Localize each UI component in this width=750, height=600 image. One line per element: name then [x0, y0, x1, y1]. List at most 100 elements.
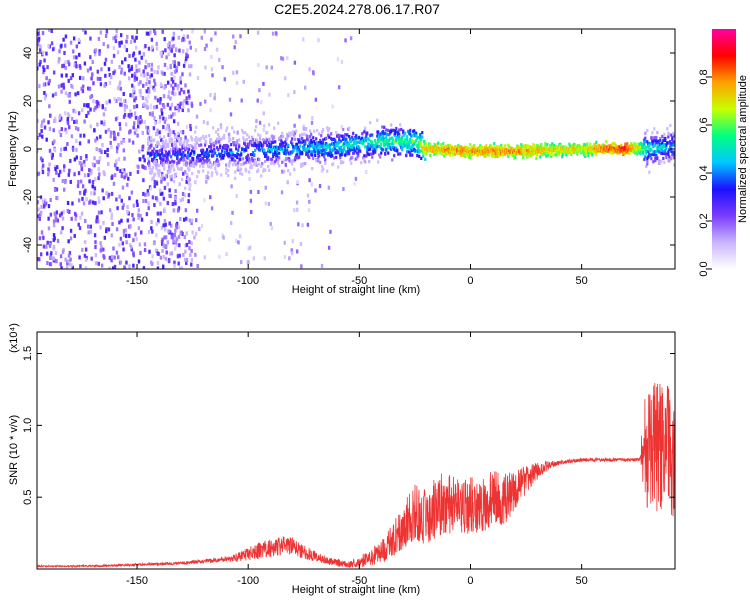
spectrogram-cell: [167, 94, 170, 99]
spectrogram-cell: [160, 176, 163, 180]
spectrogram-cell: [225, 171, 228, 175]
spectrogram-cell: [75, 55, 78, 60]
spectrogram-cell: [308, 67, 311, 72]
spectrogram-cell: [562, 152, 565, 156]
spectrogram-cell: [270, 65, 273, 70]
spectrogram-cell: [484, 154, 487, 158]
spectrogram-cell: [170, 155, 173, 159]
spectrogram-cell: [186, 147, 189, 151]
spectrogram-cell: [202, 134, 205, 138]
spectrogram-cell: [218, 163, 221, 167]
spectrogram-cell: [195, 125, 198, 129]
spectrogram-cell: [209, 149, 212, 153]
spectrogram-cell: [161, 191, 164, 196]
spectrogram-cell: [162, 254, 165, 259]
spectrogram-cell: [88, 168, 91, 173]
spectrogram-cell: [283, 254, 287, 259]
spectrogram-cell: [135, 128, 138, 133]
spectrogram-cell: [489, 150, 492, 154]
spectrogram-cell: [102, 42, 105, 47]
spectrogram-cell: [50, 155, 54, 160]
spectrogram-cell: [324, 161, 327, 166]
spectrogram-cell: [118, 43, 121, 48]
spectrogram-cell: [396, 135, 399, 140]
spectrogram-cell: [174, 140, 177, 144]
spectrogram-cell: [167, 159, 170, 163]
spectrogram-cell: [155, 46, 159, 51]
spectrogram-cell: [37, 42, 40, 47]
spectrogram-cell: [288, 256, 291, 261]
spectrogram-cell: [286, 137, 289, 141]
spectrogram-cell: [394, 129, 397, 133]
spectrogram-cell: [162, 153, 165, 158]
spectrogram-cell: [186, 143, 189, 147]
spectrogram-cell: [245, 148, 248, 152]
spectrogram-cell: [123, 107, 127, 112]
spectrogram-cell: [366, 131, 369, 135]
spectrogram-cell: [174, 240, 178, 245]
spectrogram-cell: [137, 208, 141, 213]
spectrogram-cell: [205, 150, 208, 154]
spectrogram-cell: [147, 31, 150, 36]
spectrogram-cell: [60, 83, 64, 88]
spectrogram-cell: [110, 59, 113, 64]
spectrogram-cell: [291, 162, 294, 166]
spectrogram-cell: [96, 122, 99, 127]
spectrogram-cell: [313, 146, 316, 151]
spectrogram-cell: [204, 143, 207, 147]
x-tick-label: -50: [351, 275, 367, 287]
spectrogram-cell: [150, 136, 153, 140]
spectrogram-cell: [582, 144, 585, 149]
spectrogram-cell: [116, 166, 119, 171]
spectrogram-cell: [162, 264, 165, 269]
spectrogram-cell: [376, 118, 379, 122]
spectrogram-cell: [329, 149, 332, 153]
spectrogram-cell: [161, 173, 164, 178]
spectrogram-cell: [181, 177, 184, 182]
spectrogram-cell: [67, 62, 71, 67]
spectrogram-cell: [139, 120, 142, 125]
spectrogram-cell: [55, 187, 59, 192]
spectrogram-cell: [67, 113, 71, 118]
spectrogram-cell: [219, 154, 222, 158]
spectrogram-cell: [386, 132, 389, 136]
spectrogram-cell: [85, 156, 88, 161]
spectrogram-cell: [204, 65, 207, 70]
spectrogram-cell: [71, 201, 74, 206]
spectrogram-cell: [149, 74, 152, 79]
spectrogram-cell: [102, 122, 106, 127]
spectrogram-cell: [191, 230, 194, 235]
spectrogram-cell: [39, 59, 42, 64]
spectrogram-cell: [308, 178, 311, 183]
spectrogram-cell: [318, 140, 321, 145]
spectrogram-cell: [264, 168, 267, 172]
spectrogram-cell: [330, 151, 333, 155]
spectrogram-cell: [112, 71, 115, 76]
spectrogram-cell: [153, 138, 156, 142]
spectrogram-cell: [42, 70, 45, 75]
spectrogram-cell: [346, 133, 349, 137]
spectrogram-cell: [64, 127, 67, 132]
spectrogram-cell: [167, 259, 171, 264]
spectrogram-cell: [668, 155, 671, 159]
spectrogram-cell: [123, 103, 127, 108]
spectrogram-cell: [52, 128, 55, 133]
spectrogram-cell: [230, 143, 233, 147]
spectrogram-cell: [160, 239, 164, 244]
spectrogram-cell: [170, 77, 174, 82]
spectrogram-cell: [278, 151, 281, 155]
spectrogram-cell: [77, 37, 81, 42]
spectrogram-cell: [127, 113, 130, 118]
spectrogram-cell: [38, 216, 41, 221]
spectrogram-cell: [168, 41, 171, 46]
spectrogram-cell: [50, 152, 53, 157]
spectrogram-cell: [99, 134, 102, 139]
spectrogram-cell: [116, 132, 120, 137]
spectrogram-cell: [156, 261, 160, 266]
spectrogram-cell: [37, 108, 39, 113]
spectrogram-cell: [181, 108, 184, 113]
spectrogram-cell: [152, 152, 155, 156]
spectrogram-cell: [85, 154, 88, 159]
spectrogram-cell: [149, 84, 152, 89]
